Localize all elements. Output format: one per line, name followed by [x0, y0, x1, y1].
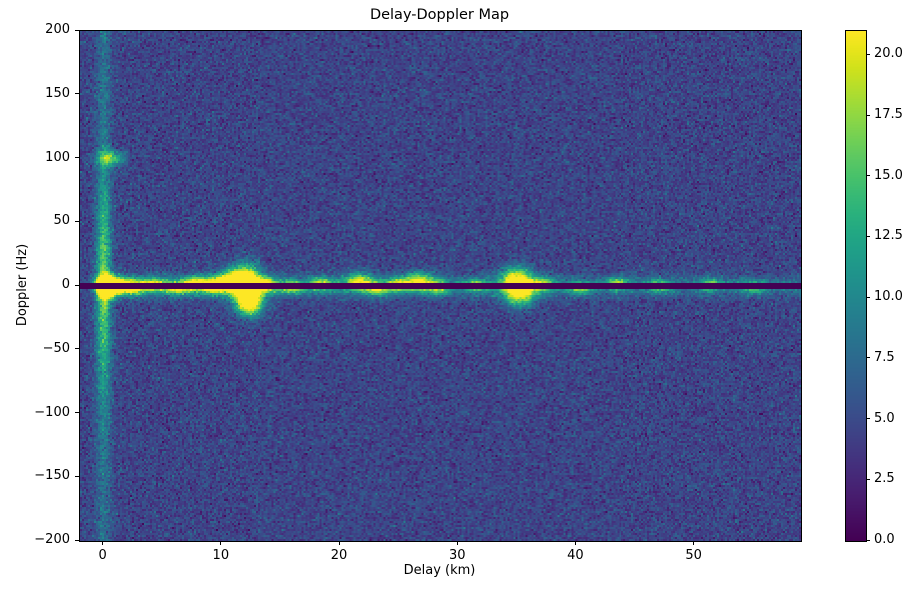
colorbar-tick-mark [866, 478, 870, 480]
y-tick-label: 100 [45, 149, 70, 165]
colorbar-tick-label: 12.5 [874, 228, 903, 244]
y-tick-mark [75, 29, 79, 31]
x-tick-label: 40 [567, 548, 584, 563]
colorbar-tick-mark [866, 357, 870, 359]
y-tick-label: −200 [34, 532, 70, 547]
y-tick-mark [75, 539, 79, 541]
x-axis-label: Delay (km) [403, 563, 476, 578]
x-tick-label: 30 [448, 548, 466, 563]
colorbar-tick-label: 2.5 [874, 471, 895, 487]
colorbar-tick-mark [866, 114, 870, 116]
x-tick-mark [456, 541, 458, 545]
x-tick-label: 50 [685, 548, 702, 563]
colorbar-tick-mark [866, 296, 870, 298]
y-axis-label: Doppler (Hz) [15, 243, 30, 327]
y-tick-label: −100 [34, 404, 70, 420]
y-tick-mark [75, 348, 79, 350]
y-tick-label: 0 [61, 277, 70, 292]
y-tick-mark [75, 157, 79, 158]
delay-doppler-heatmap [80, 31, 801, 541]
y-tick-mark [75, 220, 79, 222]
y-tick-label: −150 [34, 468, 70, 484]
y-tick-label: 150 [45, 85, 70, 101]
colorbar-tick-label: 7.5 [874, 349, 895, 365]
colorbar-tick-label: 10.0 [874, 289, 903, 305]
colorbar-tick-mark [866, 175, 870, 177]
colorbar-tick-mark [866, 53, 870, 55]
x-tick-mark [102, 541, 104, 545]
y-tick-mark [75, 284, 79, 286]
y-tick-mark [75, 93, 79, 95]
x-tick-mark [693, 541, 695, 545]
y-tick-mark [75, 475, 79, 477]
page-title: Delay-Doppler Map [369, 7, 510, 23]
x-tick-label: 20 [330, 548, 348, 563]
x-tick-label: 0 [98, 548, 107, 563]
colorbar-gradient [846, 31, 866, 541]
colorbar-tick-label: 0.0 [874, 532, 895, 547]
x-tick-mark [338, 541, 340, 545]
colorbar-tick-label: 20.0 [874, 46, 903, 62]
y-tick-label: −50 [42, 340, 70, 356]
y-tick-label: 200 [45, 22, 70, 37]
heatmap-plot-area [79, 30, 802, 542]
y-tick-label: 50 [53, 213, 70, 229]
y-tick-mark [75, 412, 79, 413]
x-tick-label: 10 [212, 548, 230, 563]
colorbar-tick-mark [866, 235, 870, 237]
x-tick-mark [220, 541, 222, 545]
colorbar-tick-mark [866, 418, 870, 420]
x-tick-mark [574, 541, 576, 545]
colorbar-tick-label: 5.0 [874, 410, 895, 426]
colorbar-tick-label: 15.0 [874, 167, 903, 183]
colorbar [845, 30, 867, 542]
colorbar-tick-label: 17.5 [874, 107, 903, 122]
colorbar-tick-mark [866, 539, 870, 541]
